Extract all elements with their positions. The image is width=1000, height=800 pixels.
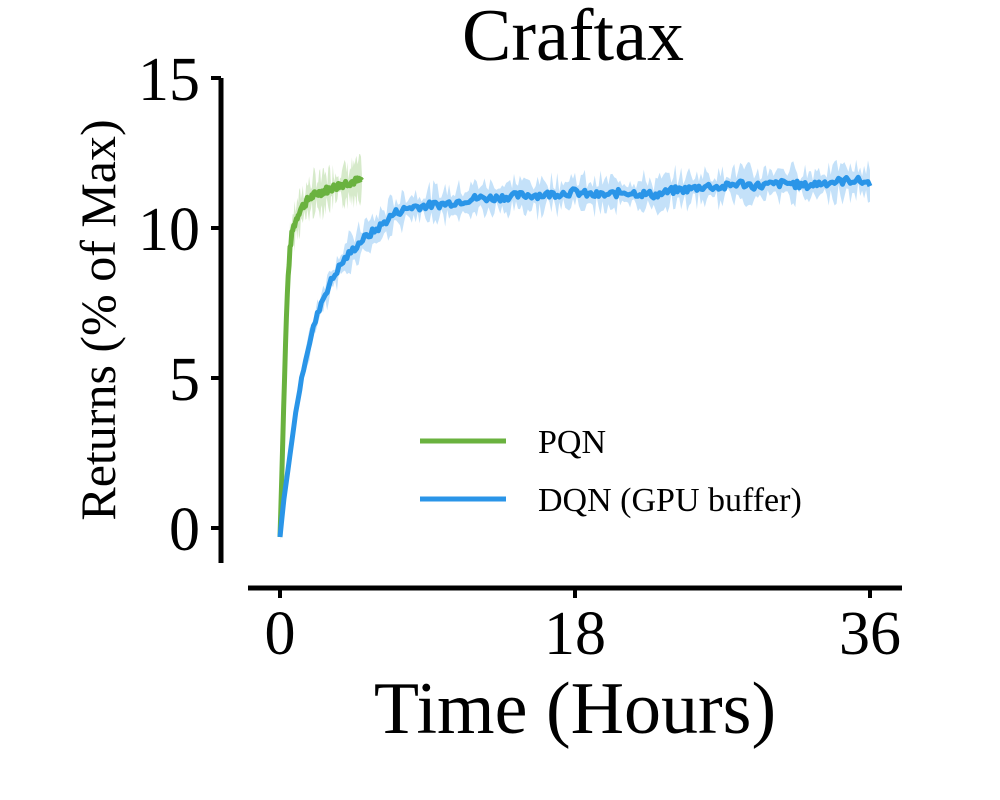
y-tick-label: 5 (169, 346, 200, 414)
series-line-pqn (277, 175, 364, 538)
x-tick-label: 36 (839, 600, 901, 668)
legend-label-dqn: DQN (GPU buffer) (538, 482, 802, 519)
series-line-dqn (277, 174, 873, 538)
confidence-bands (280, 154, 870, 541)
chart-title: Craftax (462, 0, 684, 77)
x-axis-label: Time (Hours) (374, 668, 776, 750)
y-ticks: 0 5 10 15 (138, 46, 221, 564)
y-tick-label: 0 (169, 496, 200, 564)
confidence-band-pqn (280, 154, 362, 541)
x-tick-label: 18 (544, 600, 606, 668)
legend: PQN DQN (GPU buffer) (420, 424, 802, 519)
y-axis-label: Returns (% of Max) (70, 119, 126, 520)
x-tick-label: 0 (265, 600, 296, 668)
y-tick-label: 10 (138, 196, 200, 264)
x-ticks: 0 18 36 (265, 588, 901, 668)
series-lines (277, 174, 873, 538)
legend-label-pqn: PQN (538, 424, 606, 461)
y-tick-label: 15 (138, 46, 200, 114)
